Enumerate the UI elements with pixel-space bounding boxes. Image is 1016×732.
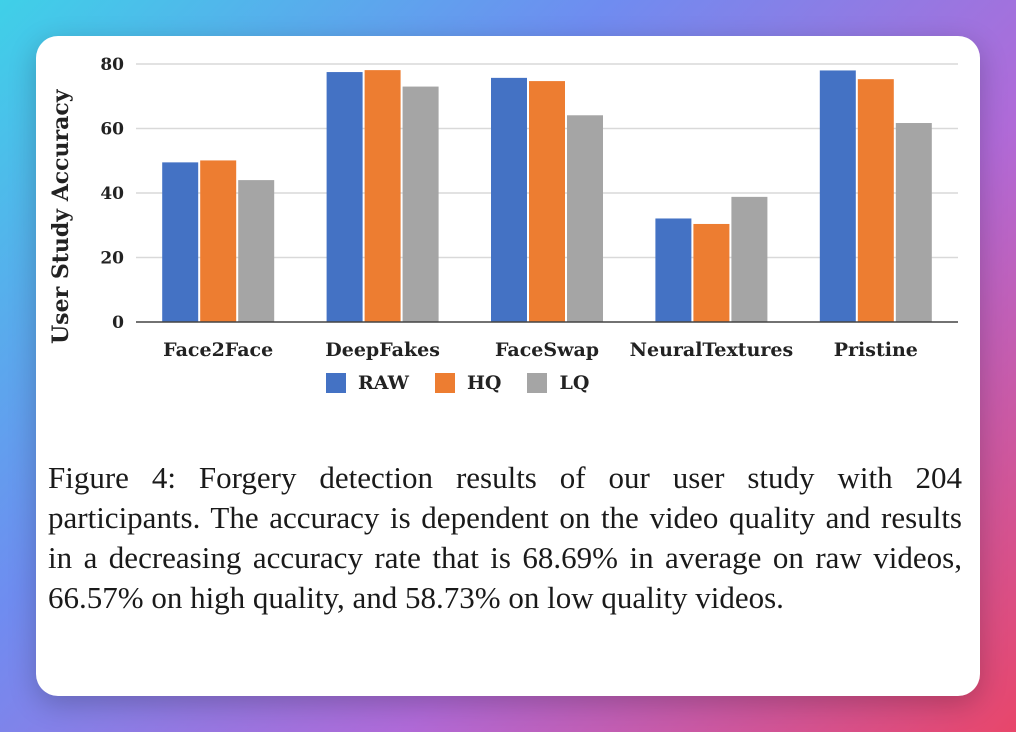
- bar-lq: [567, 115, 603, 322]
- legend-swatch-raw: [326, 373, 346, 393]
- bar-hq: [693, 223, 730, 322]
- chart-legend: RAW HQ LQ: [326, 372, 589, 394]
- bar-chart: 0 20 40 60 80 Face2Face DeepFakes FaceSwap Neura…: [100, 55, 958, 361]
- bar-raw: [326, 72, 363, 322]
- legend-item-lq: LQ: [527, 372, 589, 394]
- bar-raw: [162, 162, 199, 322]
- y-tick-label: 80: [100, 55, 124, 75]
- legend-label-raw: RAW: [358, 372, 409, 394]
- bar-hq: [364, 70, 401, 322]
- x-tick-label: Pristine: [834, 339, 918, 361]
- legend-item-raw: RAW: [326, 372, 409, 394]
- legend-label-hq: HQ: [466, 372, 502, 394]
- legend-swatch-lq: [527, 373, 548, 393]
- y-tick-label: 40: [100, 184, 124, 204]
- bar-raw: [819, 70, 856, 322]
- bar-hq: [200, 160, 237, 322]
- bar-raw: [491, 77, 527, 323]
- legend-label-lq: LQ: [559, 372, 590, 394]
- bar-lq: [238, 180, 275, 322]
- y-tick-label: 60: [100, 120, 124, 140]
- legend-swatch-hq: [434, 373, 455, 393]
- y-axis-label: User Study Accuracy: [48, 89, 74, 344]
- x-tick-label: Face2Face: [163, 339, 273, 361]
- bar-lq: [731, 196, 768, 322]
- y-tick-label: 20: [100, 249, 124, 269]
- x-tick-label: DeepFakes: [325, 339, 440, 361]
- x-tick-label: FaceSwap: [495, 339, 599, 361]
- bar-lq: [402, 86, 439, 322]
- bar-raw: [655, 218, 692, 322]
- legend-item-hq: HQ: [434, 372, 502, 394]
- x-tick-label: NeuralTextures: [630, 339, 794, 361]
- bar-hq: [529, 81, 565, 322]
- figure-card: 0 20 40 60 80 Face2Face DeepFakes FaceSwap Neura…: [36, 36, 980, 696]
- bar-hq: [857, 79, 894, 322]
- figure-caption: Figure 4: Forgery detection results of o…: [48, 460, 962, 615]
- bar-lq: [895, 123, 932, 322]
- y-tick-label: 0: [112, 313, 124, 333]
